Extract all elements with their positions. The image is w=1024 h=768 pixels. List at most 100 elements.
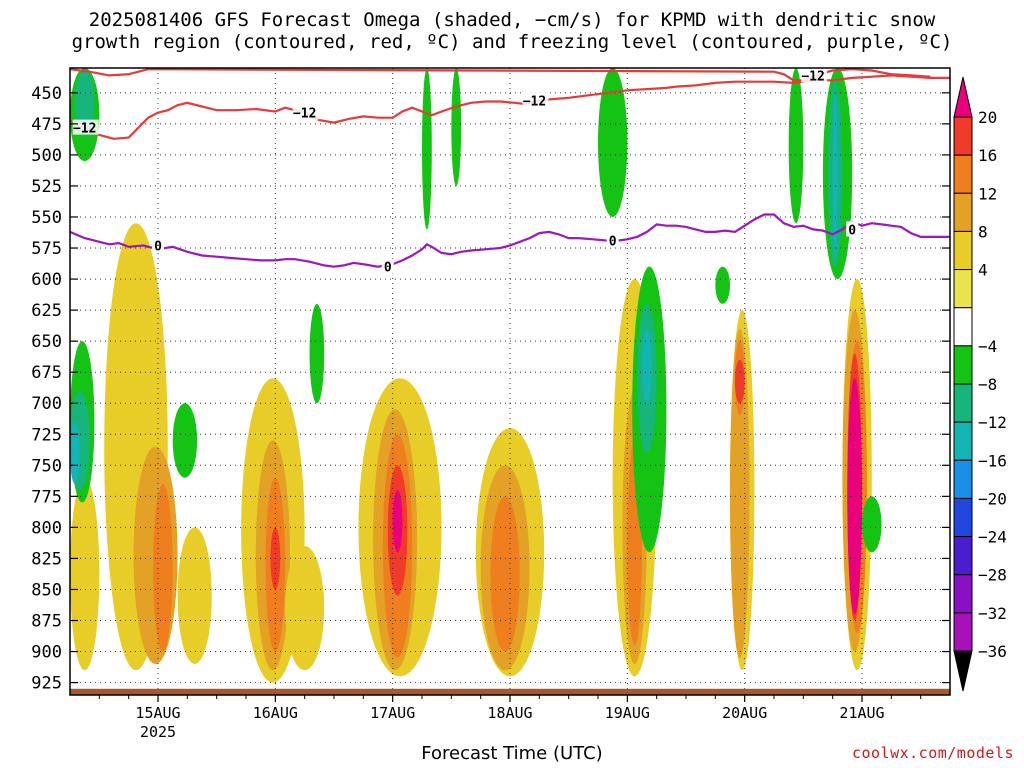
- y-tick-label: 575: [31, 239, 62, 259]
- colorbar-label: −8: [978, 375, 997, 394]
- y-tick-label: 475: [31, 115, 62, 135]
- omega-region-3: [153, 483, 173, 652]
- freezing-contour-label: 0: [609, 235, 617, 250]
- fz-label-bg-1: [381, 258, 394, 274]
- freezing-contour-label: 0: [154, 240, 162, 255]
- omega-region-48: [862, 496, 882, 553]
- omega-region-0: [70, 477, 100, 671]
- omega-region-39: [598, 68, 628, 217]
- colorbar-segment-0: [953, 116, 973, 156]
- omega-region-9: [285, 546, 325, 671]
- freezing-contour-label: 0: [384, 261, 392, 276]
- freezing-contour-label: 0: [848, 223, 856, 238]
- colorbar-segment-12: [953, 574, 973, 614]
- x-tick-label: 21AUG: [839, 704, 884, 722]
- colorbar-label: 16: [978, 146, 997, 165]
- colorbar-label: 12: [978, 184, 997, 203]
- dgz-label-bg-3: [801, 67, 828, 83]
- y-tick-label: 750: [31, 456, 62, 476]
- dgz-label-bg-0: [72, 119, 99, 135]
- y-tick-label: 600: [31, 270, 62, 290]
- y-tick-label: 550: [31, 208, 62, 228]
- chart-title-line-2: growth region (contoured, red, ºC) and f…: [71, 31, 953, 53]
- y-tick-label: 625: [31, 301, 62, 321]
- colorbar-segment-3: [953, 230, 973, 271]
- colorbar-top-arrow: [953, 76, 973, 118]
- colorbar-segment-8: [953, 421, 973, 461]
- colorbar-segment-11: [953, 536, 973, 576]
- y-tick-label: 450: [31, 84, 62, 104]
- omega-region-35: [172, 403, 198, 478]
- y-tick-label: 500: [31, 146, 62, 166]
- x-tick-label: 20AUG: [722, 704, 767, 722]
- colorbar-label: −24: [978, 528, 1007, 547]
- colorbar-label: 4: [978, 261, 988, 280]
- omega-region-4: [177, 527, 212, 664]
- y-tick-label: 875: [31, 612, 62, 632]
- dgz-contour-label: −12: [293, 107, 316, 122]
- omega-region-37: [422, 68, 432, 230]
- omega-region-44: [788, 68, 804, 224]
- grid-layer: [70, 68, 950, 695]
- colorbar-label: −32: [978, 604, 1007, 623]
- y-tick-label: 700: [31, 394, 62, 414]
- surface-terrain-layer: [70, 688, 950, 695]
- colorbar-label: −16: [978, 451, 1007, 470]
- omega-region-43: [715, 266, 731, 304]
- colorbar-label: 8: [978, 222, 988, 241]
- omega-region-22: [730, 328, 750, 658]
- y-tick-label: 675: [31, 363, 62, 383]
- x-tick-label: 17AUG: [370, 704, 415, 722]
- colorbar-label: −12: [978, 413, 1007, 432]
- colorbar-segment-1: [953, 154, 973, 194]
- dgz-contour-label: −12: [73, 122, 96, 137]
- colorbar-bottom-arrow: [953, 650, 973, 692]
- colorbar-segment-7: [953, 383, 973, 423]
- dgz-contour-label: −12: [801, 69, 824, 84]
- colorbar-label: 20: [978, 108, 997, 127]
- colorbar: 20 16 12 8 4 −4 −8 −12 −16 −20 −24 −28 −32 −36: [953, 76, 1007, 692]
- x-tick-label: 15AUG: [135, 704, 180, 722]
- omega-region-38: [451, 68, 462, 186]
- fz-label-bg-3: [846, 221, 859, 237]
- x-tick-label: 19AUG: [605, 704, 650, 722]
- y-tick-label: 800: [31, 518, 62, 538]
- dgz-label-bg-1: [292, 104, 319, 120]
- colorbar-segment-6: [953, 345, 973, 385]
- colorbar-segment-10: [953, 497, 973, 538]
- omega-region-24: [734, 359, 745, 404]
- credit-link[interactable]: coolwx.com/models: [851, 744, 1014, 762]
- omega-region-17: [490, 496, 520, 652]
- y-axis: 450 475 500 525 550 575 600 625 650 675 700 725 750 7…: [31, 84, 950, 694]
- fz-label-bg-0: [152, 237, 164, 253]
- colorbar-label: −28: [978, 566, 1007, 585]
- omega-region-36: [309, 303, 325, 404]
- y-tick-label: 925: [31, 674, 62, 694]
- colorbar-label: −4: [978, 337, 997, 356]
- y-tick-label: 850: [31, 580, 62, 600]
- colorbar-segment-4: [953, 269, 973, 309]
- omega-region-14: [392, 490, 403, 553]
- y-tick-label: 775: [31, 487, 62, 507]
- omega-region-42: [642, 328, 652, 404]
- colorbar-segment-2: [953, 192, 973, 232]
- surface-terrain: [70, 688, 950, 695]
- chart-title-line-1: 2025081406 GFS Forecast Omega (shaded, −…: [88, 9, 936, 31]
- y-tick-label: 825: [31, 549, 62, 569]
- y-tick-label: 525: [31, 177, 62, 197]
- dgz-contour-lower: [70, 74, 950, 140]
- colorbar-segment-13: [953, 612, 973, 652]
- omega-region-32: [70, 421, 80, 484]
- x-tick-label: 18AUG: [487, 704, 532, 722]
- colorbar-segment-9: [953, 459, 973, 499]
- y-tick-label: 725: [31, 425, 62, 445]
- omega-region-47: [832, 92, 838, 261]
- x-axis-title: Forecast Time (UTC): [421, 743, 603, 764]
- colorbar-label: −36: [978, 642, 1007, 661]
- x-tick-label: 16AUG: [253, 704, 298, 722]
- x-tick-year-label: 2025: [140, 723, 176, 741]
- fz-label-bg-2: [606, 232, 619, 248]
- dgz-label-bg-2: [522, 92, 549, 108]
